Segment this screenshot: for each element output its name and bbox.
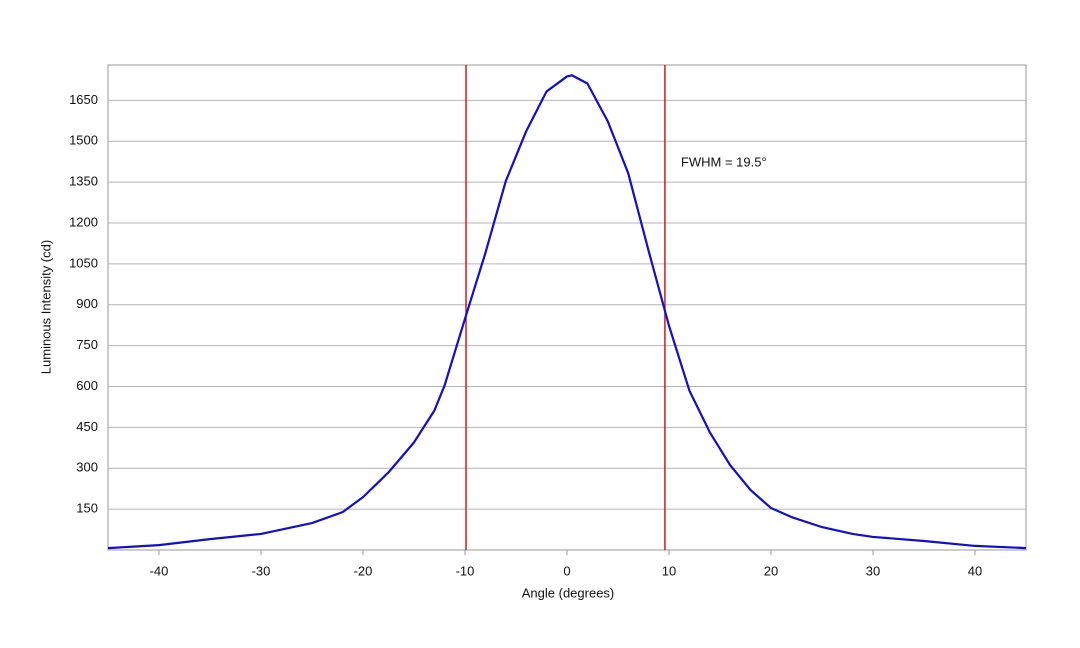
y-tick-label: 1500 [69,133,98,148]
x-tick-label: 40 [968,563,982,578]
y-tick-label: 450 [76,419,98,434]
x-tick-label: -20 [354,563,373,578]
y-tick-label: 600 [76,378,98,393]
x-tick-label: 20 [764,563,778,578]
y-tick-label: 1350 [69,174,98,189]
x-tick-label: -30 [252,563,271,578]
intensity-line [107,74,1027,550]
x-tick-label: 0 [563,563,570,578]
y-tick-label: 900 [76,296,98,311]
x-tick-label: 30 [866,563,880,578]
y-tick-label: 1650 [69,92,98,107]
annotation: FWHM = 19.5° [681,154,767,169]
x-tick-label: -10 [456,563,475,578]
y-tick-label: 1050 [69,255,98,270]
plot-frame [107,64,1027,551]
y-axis-label: Luminous Intensity (cd) [38,240,53,374]
x-tick-label: 10 [662,563,676,578]
x-axis-label: Angle (degrees) [522,585,615,600]
x-tick-label: -40 [150,563,169,578]
y-tick-label: 750 [76,337,98,352]
y-tick-label: 150 [76,501,98,516]
y-tick-label: 300 [76,460,98,475]
y-tick-label: 1200 [69,214,98,229]
